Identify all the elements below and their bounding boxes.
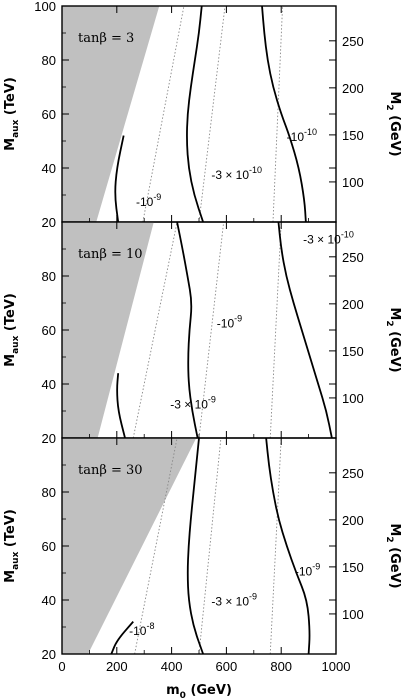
y-tick-label: 40: [42, 161, 56, 176]
dotted-line-2: [198, 6, 226, 222]
y2-axis-title: M2 (GeV): [384, 523, 401, 588]
y-axis-title: Maux (TeV): [3, 509, 21, 583]
x-tick-label: 1000: [322, 659, 351, 674]
y2-tick-label: 200: [342, 81, 364, 96]
x-tick-label: 800: [270, 659, 292, 674]
y-tick-label: 60: [42, 107, 56, 122]
contour-label-3: -10-10: [287, 127, 317, 144]
contour-label-1: -10-9: [136, 192, 161, 209]
x-tick-label: 400: [161, 659, 183, 674]
y2-axis-title: M2 (GeV): [384, 91, 401, 156]
y-tick-label: 20: [42, 431, 56, 446]
y2-tick-label: 250: [342, 466, 364, 481]
plot-area: [62, 6, 307, 222]
y2-tick-label: 250: [342, 250, 364, 265]
contour-line-2: [186, 6, 204, 222]
y-tick-label: 40: [42, 377, 56, 392]
y-tick-label: 60: [42, 539, 56, 554]
y-tick-label: 60: [42, 323, 56, 338]
dotted-line-1: [142, 6, 185, 222]
x-axis-title: m0 (GeV): [166, 683, 232, 700]
contour-label-1: -3 × 10-9: [170, 394, 216, 411]
y2-tick-label: 100: [342, 175, 364, 190]
dotted-line-2: [198, 438, 222, 654]
contour-label-1: -10-8: [129, 621, 154, 638]
x-tick-label: 600: [216, 659, 238, 674]
contour-line-3: [277, 222, 333, 438]
y-tick-label: 80: [42, 485, 56, 500]
contour-line-1: [114, 135, 125, 222]
y-tick-label: 80: [42, 53, 56, 68]
contour-line-2: [186, 438, 204, 654]
dotted-line-2: [198, 222, 225, 438]
contour-label-2: -3 × 10-9: [211, 591, 257, 608]
y2-tick-label: 150: [342, 344, 364, 359]
contour-label-2: -3 × 10-10: [211, 165, 262, 182]
contour-line-2: [176, 222, 199, 438]
panel-label: tanβ = 10: [78, 247, 143, 262]
panel-2: -3 × 10-9 -10-9 -3 × 10-10 tanβ = 10 20 40 60 8…: [3, 221, 401, 446]
dotted-line-3: [269, 222, 282, 438]
plot-area: [62, 222, 333, 438]
dotted-line-3: [269, 438, 282, 654]
y2-tick-label: 150: [342, 560, 364, 575]
y2-axis-title: M2 (GeV): [384, 307, 401, 372]
panel-1: -10-9 -3 × 10-10 -10-10 tanβ = 3 20 40 60 80 100…: [3, 0, 401, 230]
y-tick-label: 20: [42, 647, 56, 662]
panel-3: -10-8 -3 × 10-9 -10-9 tanβ = 30 20 40 60 80 100 1…: [3, 437, 401, 662]
dotted-line-3: [272, 6, 284, 222]
y-axis-title: Maux (TeV): [3, 293, 21, 367]
y2-tick-label: 200: [342, 513, 364, 528]
contour-label-2: -10-9: [217, 313, 242, 330]
y2-tick-label: 150: [342, 128, 364, 143]
contour-line-3: [265, 438, 311, 654]
y2-tick-label: 100: [342, 607, 364, 622]
y-tick-label: 40: [42, 593, 56, 608]
contour-label-3: -3 × 10-10: [303, 230, 354, 247]
excluded-region: [62, 438, 197, 654]
plot-area: [62, 438, 311, 654]
y2-tick-label: 200: [342, 297, 364, 312]
y-axis-title: Maux (TeV): [3, 77, 21, 151]
panel-label: tanβ = 3: [78, 31, 134, 46]
excluded-region: [62, 222, 154, 438]
x-tick-label: 0: [58, 659, 65, 674]
contour-line-3: [261, 6, 307, 222]
contour-line-1: [116, 373, 126, 438]
dotted-line-1: [134, 438, 178, 654]
y-tick-label: 80: [42, 269, 56, 284]
y-tick-label: 100: [34, 0, 56, 14]
contour-label-3: -10-9: [295, 562, 320, 579]
excluded-region: [62, 6, 160, 222]
y2-tick-label: 100: [342, 391, 364, 406]
y-tick-label: 20: [42, 215, 56, 230]
x-tick-label: 200: [106, 659, 128, 674]
y2-tick-label: 250: [342, 34, 364, 49]
panel-label: tanβ = 30: [78, 463, 143, 478]
